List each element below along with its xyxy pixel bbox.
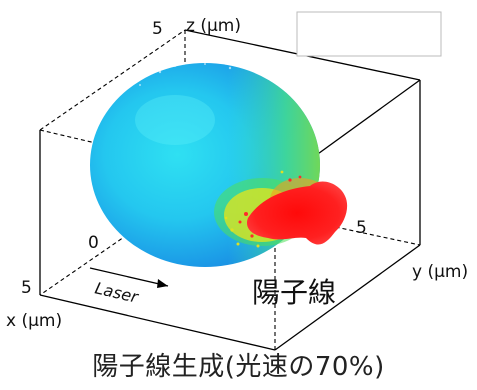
hidden-edge-top-left (39, 29, 186, 131)
proton-beam (214, 170, 348, 248)
sphere-specks (139, 63, 232, 86)
beam-yellow-specks (224, 170, 284, 248)
proton-beam-label: 陽子線 (252, 276, 336, 309)
y-tick: 5 (356, 218, 367, 238)
beam-red-jet (246, 181, 348, 245)
laser-arrow-line (89, 267, 169, 287)
x-axis-label: x (μm) (6, 311, 62, 331)
edge-bottom-front (39, 294, 276, 351)
legend-box (296, 11, 442, 57)
sphere-highlight (135, 95, 215, 145)
edge-bottom-right (274, 244, 421, 351)
laser-arrow-head (157, 279, 168, 288)
x-tick: 5 (21, 278, 32, 298)
laser-arrow (89, 267, 169, 288)
origin-tick: 0 (88, 233, 99, 253)
beam-specks (238, 175, 302, 238)
figure-caption: 陽子線生成(光速の70%) (92, 352, 385, 382)
z-axis-label: z (μm) (186, 16, 241, 36)
laser-label: Laser (93, 278, 141, 307)
z-max-tick: 5 (152, 19, 163, 39)
y-axis-label: y (μm) (412, 262, 468, 282)
